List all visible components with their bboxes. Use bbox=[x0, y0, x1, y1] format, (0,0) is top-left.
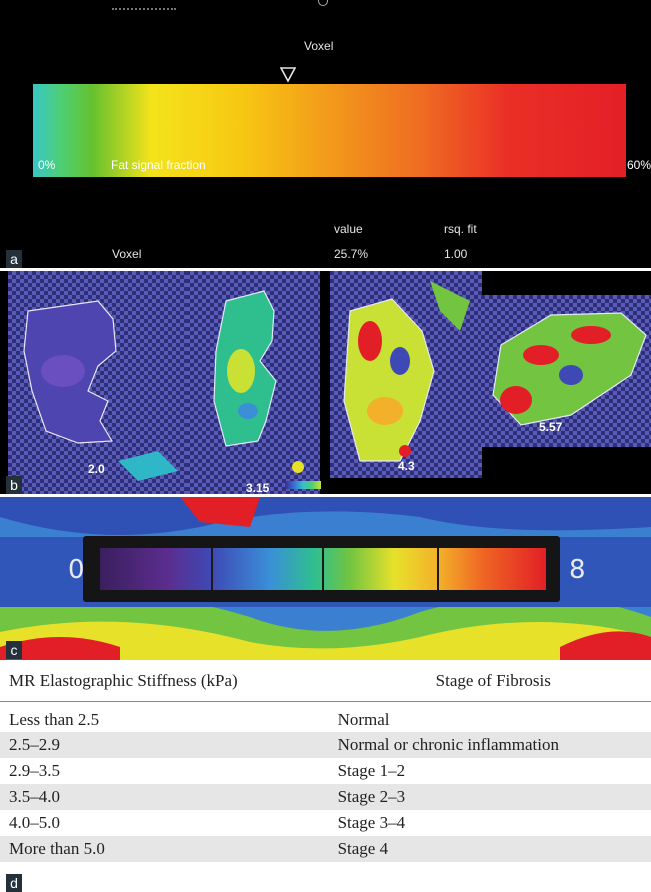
panel-label-b: b bbox=[6, 476, 22, 494]
stiffness-cell: Less than 2.5 bbox=[9, 710, 100, 729]
stage-cell: Normal bbox=[337, 710, 390, 729]
liver-map-image-4 bbox=[481, 295, 651, 447]
fat-fraction-panel: Voxel 0% Fat signal fraction 60% value r… bbox=[0, 0, 651, 268]
panel-label-d: d bbox=[6, 874, 22, 892]
stiffness-scale-panel: 0 8 c bbox=[0, 497, 651, 660]
stiffness-cell: 2.9–3.5 bbox=[9, 761, 60, 780]
cursor-fragment bbox=[318, 0, 328, 6]
stiffness-cell: 4.0–5.0 bbox=[9, 813, 60, 832]
table-row: More than 5.0 Stage 4 bbox=[0, 836, 651, 862]
elastogram-panel: 2.0 3.15 4.3 5.57 b bbox=[0, 271, 651, 494]
colorbar-max-label: 60% bbox=[627, 158, 651, 172]
voxel-row-value: 25.7% bbox=[334, 247, 369, 261]
dotted-line bbox=[112, 8, 176, 13]
table-row: 2.5–2.9 Normal or chronic inflammation bbox=[0, 732, 651, 758]
colorbar-caption: Fat signal fraction bbox=[111, 158, 206, 172]
stage-cell: Stage 4 bbox=[335, 836, 651, 862]
value-header: value bbox=[334, 222, 363, 236]
stiffness-cell: 2.5–2.9 bbox=[0, 732, 336, 758]
table-row: 2.9–3.5 Stage 1–2 bbox=[0, 758, 651, 784]
liver-map-image-1 bbox=[8, 271, 188, 494]
rsq-header: rsq. fit bbox=[444, 222, 477, 236]
table-header-row: MR Elastographic Stiffness (kPa) Stage o… bbox=[0, 660, 651, 702]
mini-colorbar bbox=[285, 481, 321, 489]
liver-map-image-2 bbox=[186, 271, 320, 494]
stiffness-cell: 3.5–4.0 bbox=[0, 784, 336, 810]
stiffness-value-4: 5.57 bbox=[539, 420, 563, 434]
fibrosis-stage-table: MR Elastographic Stiffness (kPa) Stage o… bbox=[0, 660, 651, 862]
voxel-title: Voxel bbox=[304, 39, 334, 53]
table-row: 3.5–4.0 Stage 2–3 bbox=[0, 784, 651, 810]
colorbar-tick bbox=[211, 548, 213, 590]
stiffness-value-3: 4.3 bbox=[398, 459, 415, 473]
column-header-stage: Stage of Fibrosis bbox=[335, 660, 651, 702]
fat-fraction-colorbar bbox=[33, 84, 626, 177]
stiffness-value-1: 2.0 bbox=[88, 462, 105, 476]
stage-cell: Stage 2–3 bbox=[335, 784, 651, 810]
voxel-row-rsq: 1.00 bbox=[444, 247, 468, 261]
table-row: 4.0–5.0 Stage 3–4 bbox=[0, 810, 651, 836]
stage-cell: Normal or chronic inflammation bbox=[335, 732, 651, 758]
stage-cell: Stage 1–2 bbox=[337, 761, 406, 780]
stiffness-value-2: 3.15 bbox=[246, 481, 270, 494]
colorbar-min-label: 0% bbox=[38, 158, 56, 172]
colorbar-tick bbox=[437, 548, 439, 590]
table-row: Less than 2.5 Normal bbox=[0, 702, 651, 733]
panel-label-a: a bbox=[6, 250, 22, 268]
scale-min-label: 0 bbox=[68, 555, 85, 585]
scale-max-label: 8 bbox=[569, 555, 586, 585]
column-header-stiffness: MR Elastographic Stiffness (kPa) bbox=[0, 660, 336, 702]
panel-label-c: c bbox=[6, 641, 22, 659]
fibrosis-table-panel: MR Elastographic Stiffness (kPa) Stage o… bbox=[0, 660, 651, 892]
voxel-marker-icon bbox=[280, 67, 296, 83]
stiffness-cell: More than 5.0 bbox=[0, 836, 336, 862]
voxel-row-label: Voxel bbox=[112, 247, 142, 261]
stage-cell: Stage 3–4 bbox=[337, 813, 406, 832]
colorbar-tick bbox=[322, 548, 324, 590]
liver-map-image-3 bbox=[330, 271, 482, 478]
